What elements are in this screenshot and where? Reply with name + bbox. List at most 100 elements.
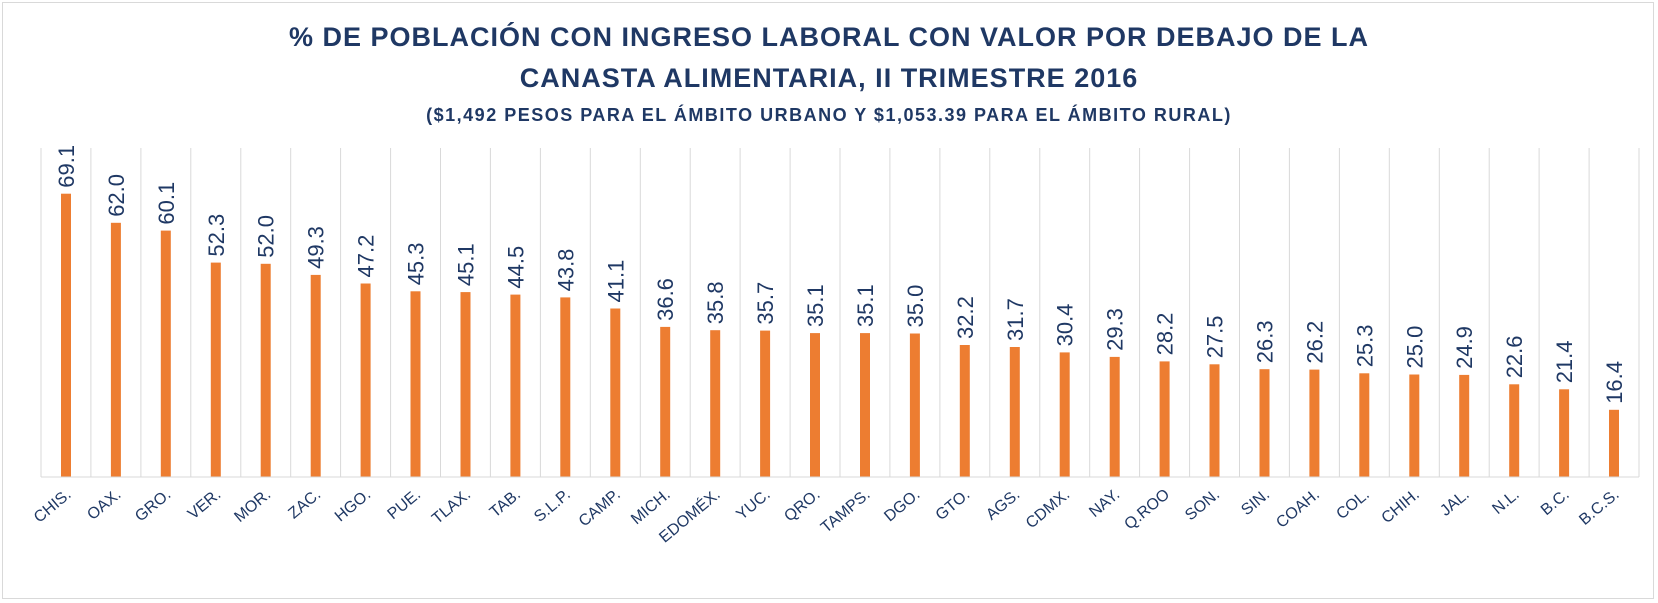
bar <box>310 274 321 477</box>
data-label: 35.1 <box>803 284 828 327</box>
bar <box>360 283 371 477</box>
grid-lines <box>40 148 1640 477</box>
x-tick-label: COAH. <box>1273 486 1323 532</box>
data-label: 41.1 <box>603 260 628 303</box>
data-label: 35.8 <box>703 281 728 324</box>
bar <box>1059 352 1070 477</box>
data-label: 32.2 <box>953 296 978 339</box>
bar <box>710 330 721 477</box>
x-tick-label: SIN. <box>1238 486 1273 519</box>
x-tick-label: DGO. <box>881 486 923 525</box>
x-tick-label: CAMP. <box>576 486 624 530</box>
bar <box>1259 369 1270 477</box>
data-label: 26.3 <box>1253 320 1278 363</box>
data-label: 35.7 <box>753 282 778 325</box>
x-tick-labels: CHIS. OAX. GRO. VER. MOR. ZAC. HGO. PUE. TLAX. TA… <box>31 485 1623 547</box>
data-label: 22.6 <box>1502 335 1527 378</box>
bar <box>1409 374 1420 477</box>
chart-title-line-2: CANASTA ALIMENTARIA, II TRIMESTRE 2016 <box>520 63 1139 93</box>
x-tick-label: VER. <box>185 486 225 523</box>
bar <box>160 230 171 477</box>
bar <box>110 222 121 477</box>
bar <box>260 263 271 477</box>
bar <box>1009 347 1020 477</box>
x-tick-label: CHIH. <box>1379 486 1423 527</box>
x-tick-label: S.L.P. <box>531 486 574 526</box>
bar <box>1159 361 1170 477</box>
bars <box>61 193 1619 477</box>
bar <box>810 333 820 477</box>
data-label: 52.0 <box>254 215 279 258</box>
data-label: 35.0 <box>903 285 928 328</box>
bar <box>959 345 970 477</box>
data-label: 30.4 <box>1053 304 1078 347</box>
x-tick-label: N.L. <box>1489 486 1522 518</box>
data-label: 49.3 <box>304 226 329 269</box>
data-label: 27.5 <box>1203 315 1228 358</box>
bar <box>1459 374 1470 477</box>
bar <box>1109 356 1120 477</box>
x-tick-label: YUC. <box>733 486 773 524</box>
bar <box>860 333 870 477</box>
bar <box>460 292 471 477</box>
data-label: 25.0 <box>1402 326 1427 369</box>
x-tick-label: AGS. <box>983 486 1023 524</box>
data-label: 16.4 <box>1602 361 1627 404</box>
data-label: 62.0 <box>104 174 129 217</box>
x-tick-label: TAB. <box>487 486 524 521</box>
x-tick-label: MICH. <box>628 486 674 528</box>
data-label: 47.2 <box>354 235 379 278</box>
x-tick-label: GRO. <box>132 486 174 525</box>
x-tick-label: B.C.S. <box>1576 486 1622 529</box>
x-tick-label: QRO. <box>781 486 823 525</box>
data-label: 35.1 <box>853 284 878 327</box>
bar <box>909 333 920 477</box>
data-label: 45.3 <box>404 242 429 285</box>
data-label: 31.7 <box>1003 298 1028 341</box>
data-label: 43.8 <box>553 249 578 292</box>
data-label: 60.1 <box>154 182 179 225</box>
x-tick-label: TAMPS. <box>818 486 874 537</box>
x-tick-label: JAL. <box>1437 486 1472 520</box>
chart-subtitle: ($1,492 PESOS PARA EL ÁMBITO URBANO Y $1… <box>426 104 1232 125</box>
bar <box>1509 384 1520 477</box>
bar <box>1359 373 1370 477</box>
chart-title-line-1: % DE POBLACIÓN CON INGRESO LABORAL CON V… <box>289 21 1369 52</box>
data-label: 45.1 <box>454 243 479 286</box>
data-label: 21.4 <box>1552 340 1577 383</box>
data-label: 29.3 <box>1103 308 1128 351</box>
data-label: 44.5 <box>503 246 528 289</box>
bar <box>610 308 621 477</box>
bar <box>61 193 71 477</box>
data-label: 24.9 <box>1452 326 1477 369</box>
x-tick-label: B.C. <box>1538 486 1573 519</box>
data-label: 52.3 <box>204 214 229 257</box>
x-tick-label: ZAC. <box>285 486 324 522</box>
x-tick-label: NAY. <box>1086 486 1123 521</box>
data-label: 69.1 <box>54 145 79 188</box>
x-tick-label: GTO. <box>933 486 974 524</box>
x-tick-label: PUE. <box>385 486 425 523</box>
data-label: 36.6 <box>653 278 678 321</box>
x-tick-label: Q.ROO <box>1121 486 1173 533</box>
x-tick-label: SON. <box>1182 486 1223 524</box>
bar <box>510 294 521 477</box>
bar <box>1609 409 1619 477</box>
bar <box>760 330 771 477</box>
bar <box>560 297 571 477</box>
x-tick-label: MOR. <box>231 486 274 526</box>
data-labels: 69.1 62.0 60.1 52.3 52.0 49.3 47.2 45.3 45.1 44.5… <box>54 145 1627 404</box>
x-tick-label: TLAX. <box>429 486 474 528</box>
x-tick-label: CHIS. <box>31 486 75 526</box>
x-tick-label: COL. <box>1333 486 1373 523</box>
bar <box>1309 369 1320 477</box>
x-tick-label: CDMX. <box>1023 486 1073 532</box>
bar <box>660 326 671 477</box>
bar <box>410 291 421 477</box>
data-label: 25.3 <box>1352 324 1377 367</box>
x-tick-label: OAX. <box>84 486 124 524</box>
bar <box>210 262 221 477</box>
bar <box>1209 364 1220 477</box>
